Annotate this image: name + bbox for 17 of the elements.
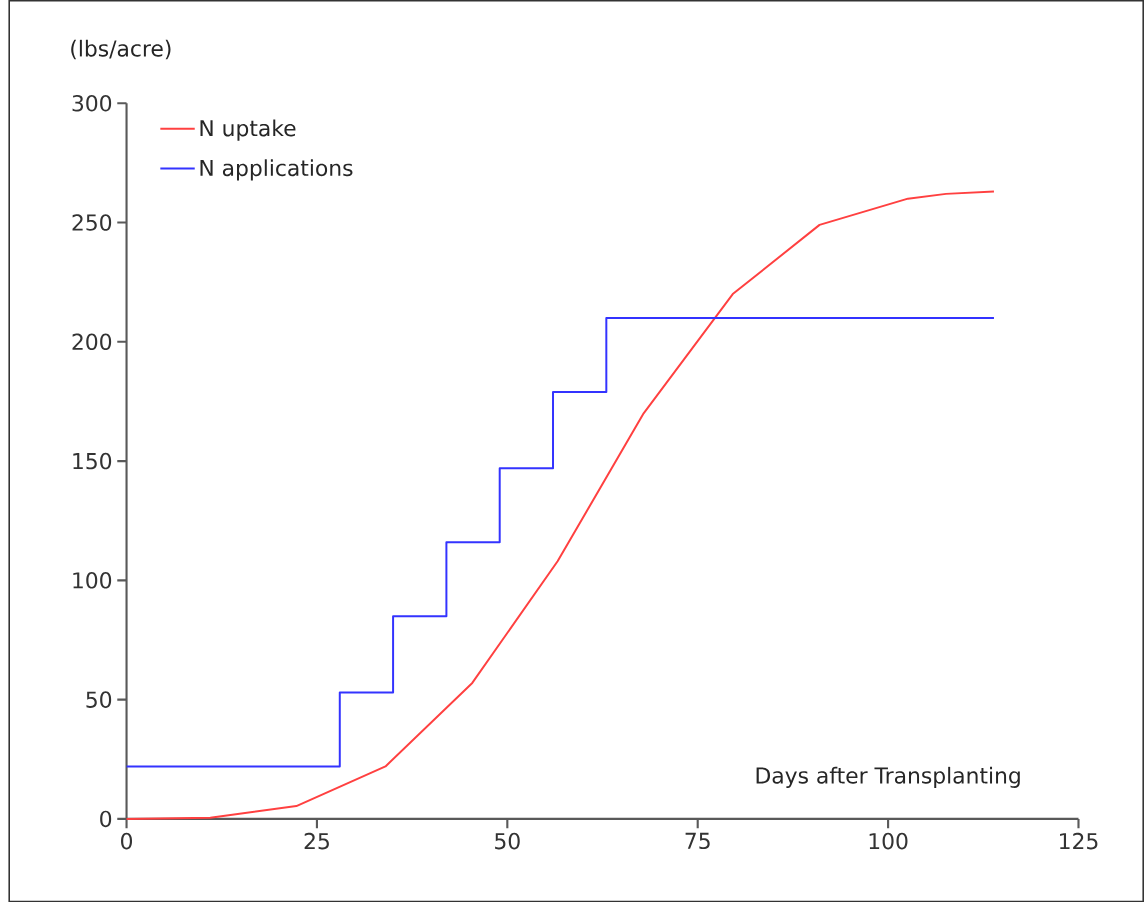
y-tick-label: 50 (86, 691, 112, 708)
y-tick-label: 250 (72, 214, 112, 231)
y-tick-label: 150 (73, 452, 112, 470)
y-tick-label: 200 (72, 333, 112, 350)
legend-label: N applications (200, 159, 353, 181)
y-axis-title: (lbs/acre) (71, 39, 171, 60)
y-tick-label: 300 (72, 94, 112, 112)
y-tick-label: 100 (73, 571, 112, 589)
x-tick-label: 25 (304, 832, 329, 850)
y-tick-label: 0 (100, 810, 112, 828)
x-tick-label: 75 (685, 832, 710, 849)
x-tick-label: 0 (121, 832, 133, 850)
x-tick-label: 100 (869, 832, 908, 850)
x-tick-label: 125 (1060, 832, 1098, 850)
x-tick-label: 50 (495, 832, 520, 850)
legend-label: N uptake (200, 119, 296, 141)
x-axis-title: Days after Transplanting (756, 766, 1020, 788)
